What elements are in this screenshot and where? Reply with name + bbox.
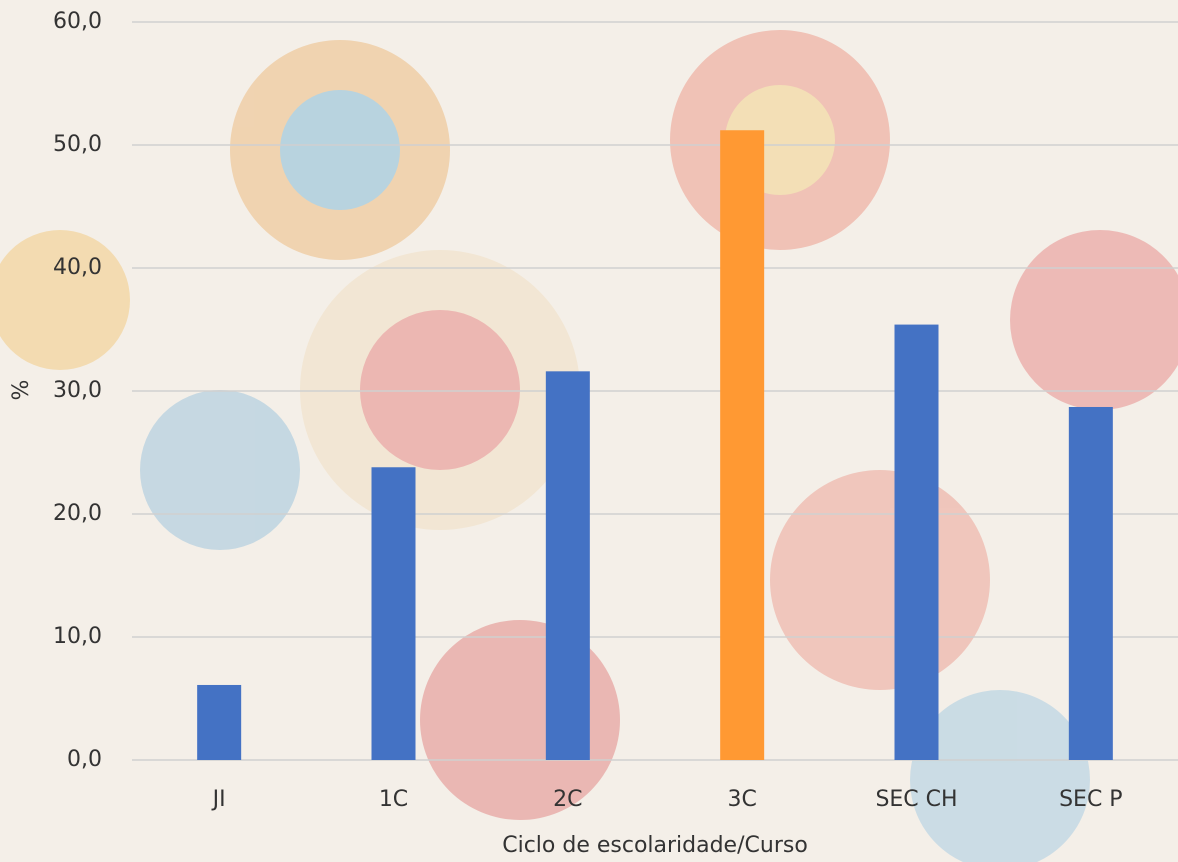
bar [720,130,764,760]
x-tick-label: JI [211,787,226,812]
decor-circle [420,620,620,820]
y-tick-label: 0,0 [67,747,102,772]
y-tick-label: 10,0 [53,624,102,649]
page: {"chart_data": { "type": "bar", "x_label… [0,0,1178,862]
bar [546,371,590,760]
bar [1069,407,1113,760]
decor-circle [1010,230,1178,410]
decor-circle [0,230,130,370]
bar [372,467,416,760]
bar [197,685,241,760]
y-tick-label: 60,0 [53,9,102,34]
x-tick-label: SEC CH [875,787,957,812]
y-tick-label: 20,0 [53,501,102,526]
y-axis-label: % [9,380,34,401]
chart: % Ciclo de escolaridade/Curso 0,0 10,0 20,… [0,0,1178,862]
x-axis-label: Ciclo de escolaridade/Curso [502,833,808,858]
decor-circle [140,390,300,550]
y-tick-label: 50,0 [53,132,102,157]
y-tick-label: 40,0 [53,255,102,280]
y-tick-label: 30,0 [53,378,102,403]
decor-circle [280,90,400,210]
x-tick-label: 2C [553,787,582,812]
decor-circle [360,310,520,470]
bar [895,325,939,760]
x-tick-label: SEC P [1059,787,1123,812]
decor-circle [770,470,990,690]
x-tick-label: 3C [727,787,756,812]
x-tick-label: 1C [379,787,408,812]
